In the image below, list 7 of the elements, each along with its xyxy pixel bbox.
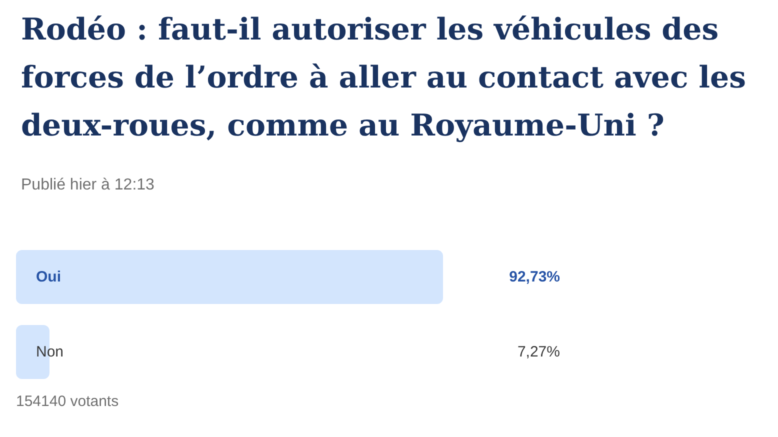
data-label: 7,27% (517, 344, 560, 360)
chart-subtitle: Publié hier à 12:13 (21, 176, 155, 194)
y-tick-label: Non (36, 344, 64, 360)
y-tick-label: Oui (36, 268, 61, 286)
text: 154140 votants (16, 393, 119, 410)
chart-title: Rodéo : faut-il autoriser les véhicules des forces de l’ordre à aller au contact avec les deux-roues, comme au Royaume-Uni ? (21, 12, 746, 144)
data-label: 92,73% (509, 268, 560, 286)
